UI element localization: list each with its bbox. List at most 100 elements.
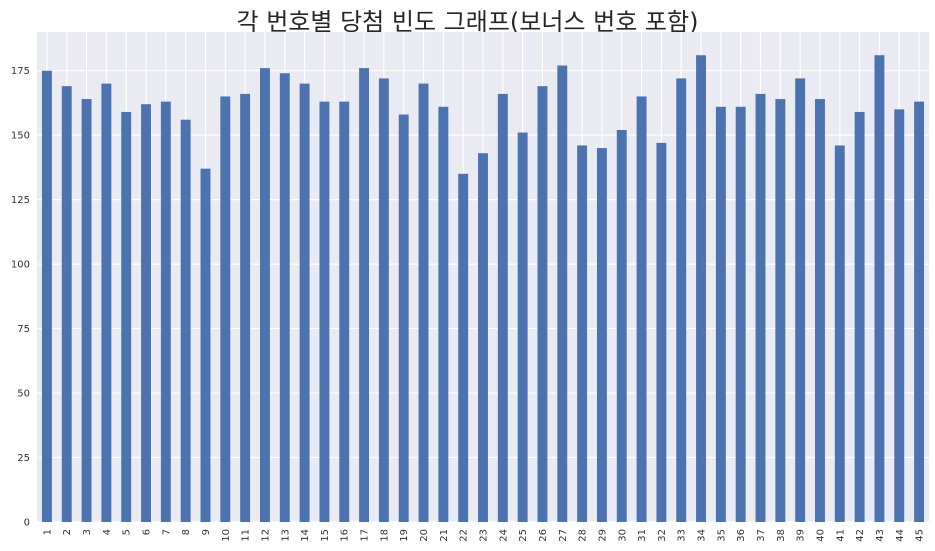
x-tick-label: 28 bbox=[578, 529, 589, 542]
bar-12 bbox=[260, 68, 270, 523]
y-tick-label: 0 bbox=[24, 518, 30, 529]
bar-5 bbox=[121, 111, 132, 523]
bar-17 bbox=[359, 68, 370, 523]
x-tick-label: 44 bbox=[895, 529, 906, 542]
x-tick-label: 26 bbox=[538, 529, 549, 542]
bar-33 bbox=[676, 78, 687, 522]
bar-27 bbox=[557, 65, 568, 523]
x-tick-label: 34 bbox=[697, 529, 708, 542]
y-axis-ticks: 0 25 50 75 100 125 150 175 bbox=[11, 66, 30, 528]
bar-3 bbox=[81, 99, 92, 522]
x-tick-label: 15 bbox=[320, 529, 331, 542]
x-tick-label: 10 bbox=[221, 529, 232, 542]
bar-20 bbox=[418, 83, 429, 522]
bar-21 bbox=[438, 106, 449, 522]
x-tick-label: 25 bbox=[518, 529, 529, 542]
x-tick-label: 43 bbox=[875, 529, 886, 542]
bar-25 bbox=[517, 132, 528, 522]
bar-10 bbox=[220, 96, 231, 522]
x-tick-label: 6 bbox=[142, 529, 153, 535]
x-tick-label: 22 bbox=[459, 529, 470, 542]
x-tick-label: 33 bbox=[677, 529, 688, 542]
bar-38 bbox=[775, 99, 786, 522]
x-tick-label: 24 bbox=[498, 529, 509, 542]
x-tick-label: 37 bbox=[756, 529, 767, 542]
x-tick-label: 16 bbox=[340, 529, 351, 542]
y-tick-label: 25 bbox=[17, 453, 30, 464]
x-tick-label: 21 bbox=[439, 529, 450, 542]
y-tick-label: 75 bbox=[17, 324, 30, 335]
y-tick-label: 100 bbox=[11, 260, 30, 271]
bar-35 bbox=[715, 106, 726, 522]
y-tick-label: 175 bbox=[11, 66, 30, 77]
x-tick-label: 12 bbox=[260, 529, 271, 542]
x-tick-label: 3 bbox=[82, 529, 93, 535]
bar-6 bbox=[141, 104, 151, 523]
bar-8 bbox=[180, 119, 191, 523]
x-tick-label: 35 bbox=[716, 529, 727, 542]
x-tick-label: 19 bbox=[399, 529, 410, 542]
bar-18 bbox=[378, 78, 389, 522]
x-tick-label: 38 bbox=[776, 529, 787, 542]
bar-28 bbox=[577, 145, 588, 522]
bar-13 bbox=[279, 73, 290, 523]
bar-11 bbox=[240, 93, 251, 522]
x-tick-label: 1 bbox=[42, 529, 53, 535]
x-tick-label: 2 bbox=[62, 529, 73, 535]
bar-31 bbox=[636, 96, 647, 522]
bar-36 bbox=[735, 106, 746, 522]
x-tick-label: 42 bbox=[855, 529, 866, 542]
bar-26 bbox=[537, 86, 548, 522]
x-axis-ticks: 1 2 3 4 5 6 7 8 9 10 11 12 13 14 15 16 17 18 19 20 21 22 23 24 2… bbox=[42, 529, 925, 542]
bar-39 bbox=[795, 78, 806, 522]
x-tick-label: 32 bbox=[657, 529, 668, 542]
bar-19 bbox=[398, 114, 409, 523]
bar-41 bbox=[834, 145, 845, 522]
x-tick-label: 36 bbox=[736, 529, 747, 542]
y-tick-label: 50 bbox=[17, 389, 30, 400]
bar-44 bbox=[894, 109, 905, 523]
x-tick-label: 8 bbox=[181, 529, 192, 535]
chart-title: 각 번호별 당첨 빈도 그래프(보너스 번호 포함) bbox=[236, 8, 699, 36]
x-tick-label: 5 bbox=[122, 529, 133, 535]
bar-9 bbox=[200, 168, 211, 522]
bar-23 bbox=[478, 153, 488, 523]
bar-37 bbox=[755, 93, 766, 522]
bar-22 bbox=[458, 173, 469, 522]
bar-16 bbox=[339, 101, 350, 522]
x-tick-label: 7 bbox=[161, 529, 172, 535]
x-tick-label: 20 bbox=[419, 529, 430, 542]
bars bbox=[41, 55, 925, 523]
y-tick-label: 150 bbox=[11, 131, 30, 142]
bar-42 bbox=[854, 111, 865, 523]
x-tick-label: 11 bbox=[241, 529, 252, 542]
x-tick-label: 17 bbox=[360, 529, 371, 542]
bar-32 bbox=[656, 142, 667, 523]
x-tick-label: 14 bbox=[300, 529, 311, 542]
bar-2 bbox=[61, 86, 72, 522]
bar-43 bbox=[874, 55, 885, 523]
bar-15 bbox=[319, 101, 330, 522]
bar-1 bbox=[41, 70, 52, 523]
x-tick-label: 41 bbox=[835, 529, 846, 542]
bar-30 bbox=[616, 130, 627, 522]
bar-29 bbox=[596, 148, 607, 523]
bar-14 bbox=[299, 83, 310, 522]
bar-7 bbox=[160, 101, 171, 522]
bar-34 bbox=[696, 55, 706, 523]
x-tick-label: 40 bbox=[815, 529, 826, 542]
x-tick-label: 30 bbox=[617, 529, 628, 542]
bar-4 bbox=[101, 83, 112, 522]
x-tick-label: 39 bbox=[796, 529, 807, 542]
x-tick-label: 23 bbox=[479, 529, 490, 542]
bar-40 bbox=[815, 99, 825, 522]
x-tick-label: 18 bbox=[379, 529, 390, 542]
x-tick-label: 27 bbox=[558, 529, 569, 542]
x-tick-label: 4 bbox=[102, 529, 113, 535]
x-tick-label: 9 bbox=[201, 529, 212, 535]
y-tick-label: 125 bbox=[11, 195, 30, 206]
x-tick-label: 13 bbox=[280, 529, 291, 542]
x-tick-label: 29 bbox=[597, 529, 608, 542]
bar-24 bbox=[497, 93, 508, 522]
